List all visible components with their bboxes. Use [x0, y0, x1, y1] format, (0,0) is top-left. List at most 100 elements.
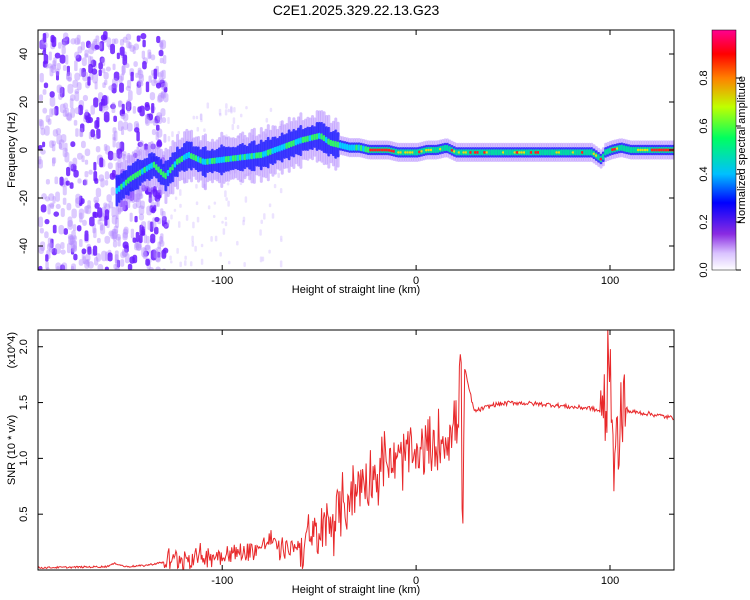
- signal-peak: [664, 148, 668, 152]
- noise-speck: [67, 233, 74, 240]
- noise-speck: [144, 104, 151, 112]
- noise-speck: [67, 83, 74, 94]
- signal-peak: [580, 150, 584, 154]
- noise-speck: [263, 213, 266, 220]
- noise-speck: [154, 115, 161, 124]
- noise-speck: [62, 64, 67, 71]
- noise-speck: [112, 133, 116, 141]
- noise-speck: [152, 120, 158, 126]
- noise-speck: [56, 133, 62, 145]
- noise-speck: [125, 63, 130, 69]
- noise-speck: [82, 219, 87, 226]
- noise-speck: [94, 44, 100, 50]
- signal-core: [134, 172, 138, 179]
- signal-core: [145, 165, 149, 172]
- noise-speck: [214, 235, 218, 242]
- noise-speck: [148, 51, 152, 59]
- colorbar: 0.0 0.2 0.4 0.6 0.8 Normalized spectral ampl…: [698, 29, 748, 278]
- noise-speck: [104, 179, 109, 186]
- noise-speck: [89, 216, 95, 227]
- noise-speck: [146, 205, 153, 216]
- noise-speck: [137, 69, 144, 79]
- noise-speck: [58, 224, 65, 235]
- noise-speck: [58, 42, 62, 49]
- signal-core: [217, 157, 221, 164]
- noise-speck: [59, 176, 64, 186]
- signal-core: [525, 149, 529, 156]
- noise-speck: [160, 108, 166, 117]
- noise-speck: [106, 194, 112, 203]
- noise-speck: [99, 40, 105, 52]
- noise-speck: [132, 237, 137, 243]
- noise-speck: [72, 79, 79, 88]
- signal-core: [294, 139, 298, 146]
- noise-speck: [100, 178, 105, 188]
- noise-speck: [136, 35, 141, 42]
- noise-speck: [49, 140, 54, 149]
- noise-speck: [70, 265, 75, 270]
- noise-speck: [101, 95, 108, 106]
- noise-speck: [224, 216, 228, 221]
- signal-peak: [378, 148, 382, 152]
- signal-core: [199, 157, 203, 164]
- signal-core: [511, 149, 515, 156]
- signal-core: [264, 150, 268, 157]
- noise-speck: [52, 60, 56, 70]
- noise-speck: [199, 113, 203, 120]
- noise-speck: [121, 126, 125, 135]
- noise-speck: [66, 112, 73, 122]
- noise-speck: [277, 172, 280, 179]
- noise-speck: [156, 199, 160, 208]
- noise-speck: [166, 220, 170, 227]
- signal-core: [143, 166, 147, 174]
- signal-core: [245, 153, 249, 160]
- signal-peak: [380, 148, 384, 152]
- noise-speck: [47, 118, 52, 125]
- signal-core: [173, 161, 177, 168]
- signal-peak: [639, 148, 643, 152]
- noise-speck: [195, 201, 199, 206]
- noise-speck: [52, 196, 56, 204]
- noise-speck: [231, 123, 235, 131]
- noise-speck: [66, 202, 72, 211]
- snr-series-line: [38, 330, 674, 570]
- noise-speck: [114, 267, 120, 270]
- noise-speck: [104, 79, 108, 86]
- noise-speck: [146, 235, 150, 244]
- y-tick-label: 1.5: [18, 395, 30, 410]
- signal-core: [355, 144, 359, 151]
- signal-peak: [373, 148, 377, 152]
- noise-speck: [233, 106, 236, 113]
- colorbar-tick-label: 0.4: [698, 166, 710, 181]
- noise-speck: [194, 245, 197, 252]
- noise-speck: [63, 102, 69, 109]
- signal-peak: [657, 148, 661, 152]
- noise-speck: [127, 263, 133, 270]
- noise-speck: [120, 113, 126, 120]
- noise-speck: [76, 82, 82, 91]
- noise-speck: [62, 186, 67, 196]
- noise-speck: [70, 38, 77, 45]
- noise-speck: [104, 266, 109, 270]
- noise-speck: [108, 85, 114, 91]
- noise-speck: [58, 142, 63, 149]
- chart-title: C2E1.2025.329.22.13.G23: [273, 2, 440, 18]
- signal-core: [315, 133, 319, 140]
- signal-peak: [641, 148, 645, 152]
- noise-speck: [171, 131, 174, 138]
- signal-core: [276, 146, 280, 153]
- signal-core: [180, 155, 184, 162]
- noise-speck: [44, 196, 51, 202]
- signal-core: [220, 156, 224, 163]
- noise-speck: [96, 117, 100, 128]
- signal-core: [273, 146, 277, 154]
- noise-speck: [122, 54, 128, 66]
- noise-speck: [121, 248, 128, 258]
- noise-speck: [82, 179, 87, 186]
- noise-speck: [191, 240, 195, 247]
- signal-core: [648, 146, 652, 154]
- snr-y-axis-label: SNR (10 * v/v): [6, 415, 18, 485]
- noise-speck: [42, 50, 47, 56]
- signal-core: [280, 144, 284, 151]
